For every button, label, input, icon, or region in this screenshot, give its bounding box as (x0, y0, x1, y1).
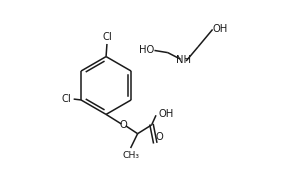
Text: O: O (156, 132, 163, 142)
Text: HO: HO (139, 45, 154, 56)
Text: O: O (120, 120, 128, 130)
Text: Cl: Cl (62, 94, 72, 104)
Text: CH₃: CH₃ (122, 151, 139, 160)
Text: OH: OH (213, 24, 228, 34)
Text: OH: OH (159, 109, 174, 119)
Text: Cl: Cl (103, 32, 112, 42)
Text: NH: NH (176, 55, 191, 65)
